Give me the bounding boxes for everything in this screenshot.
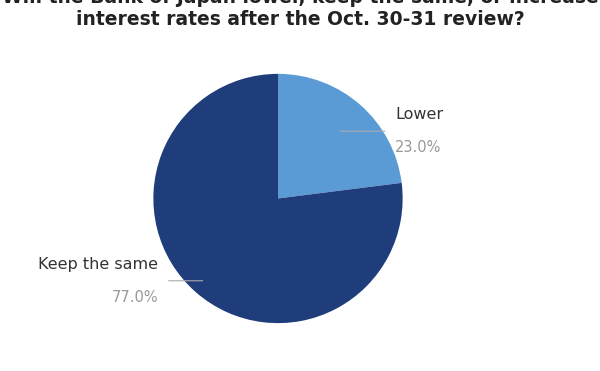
Wedge shape <box>154 74 403 323</box>
Text: Keep the same: Keep the same <box>38 257 158 272</box>
Wedge shape <box>278 74 401 198</box>
Text: Lower: Lower <box>395 107 443 122</box>
Text: 23.0%: 23.0% <box>395 140 442 155</box>
Text: 77.0%: 77.0% <box>112 289 158 305</box>
Title: Will the Bank of Japan lower, keep the same, or increase
interest rates after th: Will the Bank of Japan lower, keep the s… <box>2 0 598 29</box>
